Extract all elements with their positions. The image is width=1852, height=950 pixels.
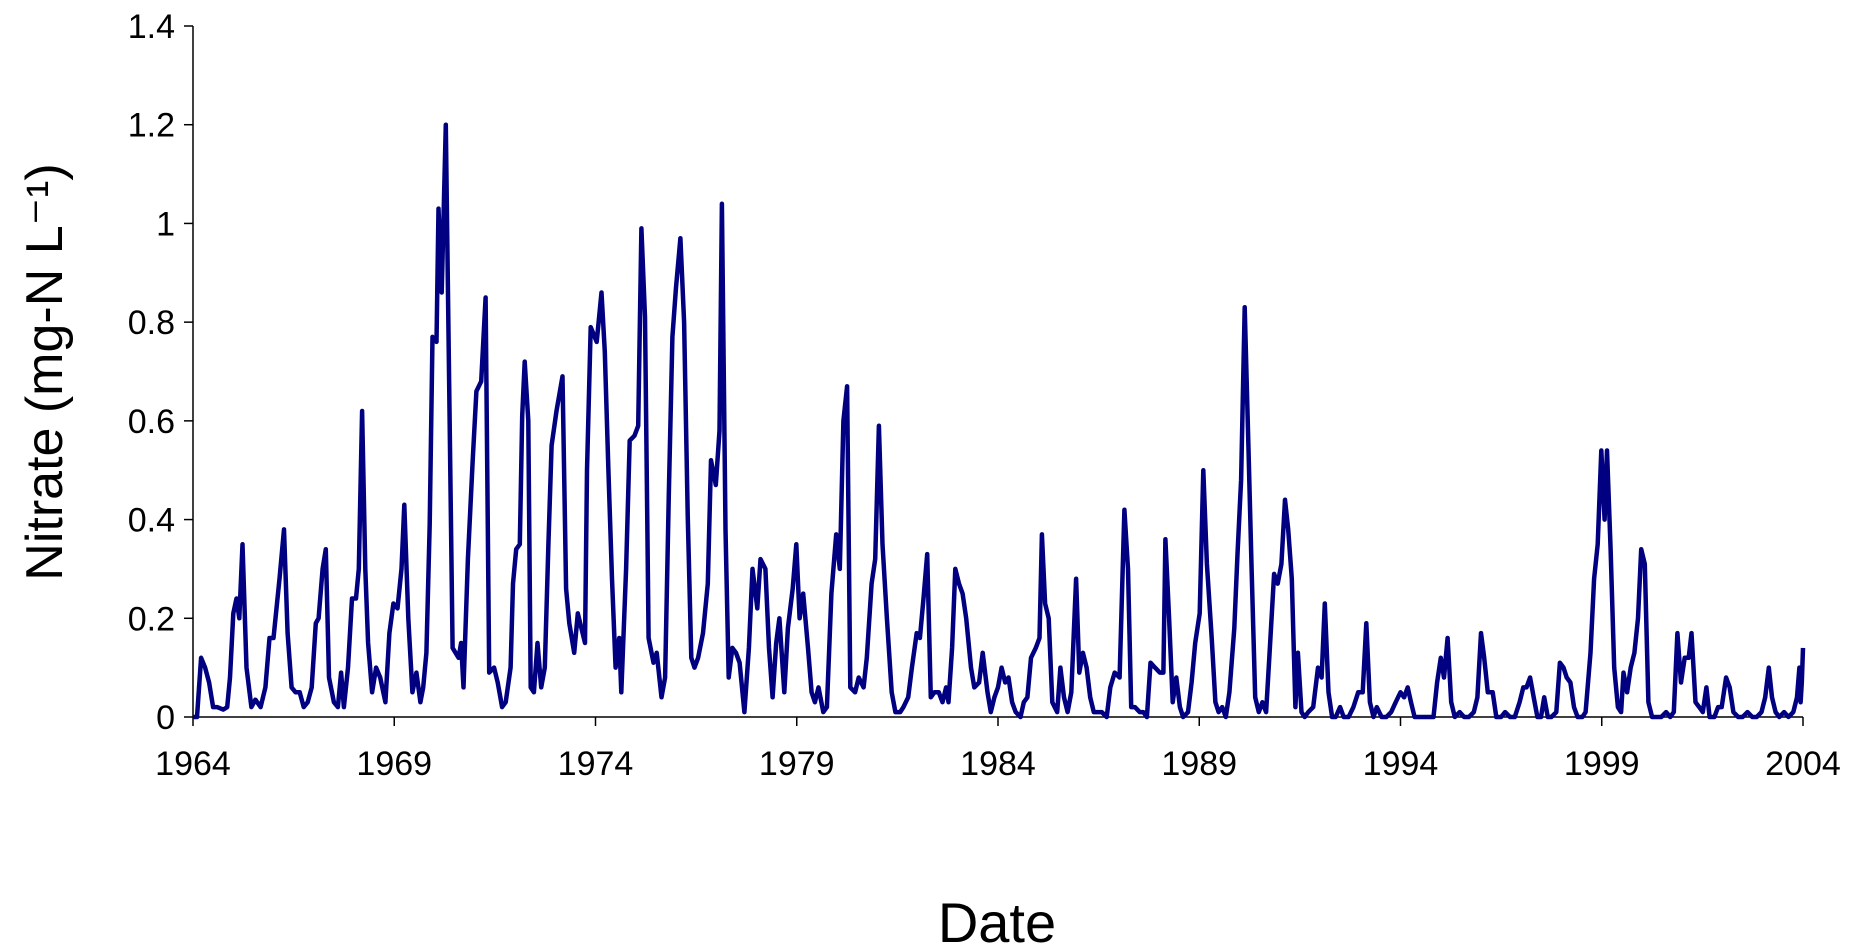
y-tick-label: 0 <box>156 699 175 737</box>
y-tick-label: 0.8 <box>128 304 175 342</box>
x-tick-label: 1964 <box>155 745 231 783</box>
y-tick-label: 0.4 <box>128 502 175 540</box>
y-tick-label: 1.4 <box>128 8 175 46</box>
y-tick-label: 0.2 <box>128 600 175 638</box>
x-axis-title: Date <box>938 891 1056 950</box>
x-tick-label: 1969 <box>356 745 432 783</box>
x-tick-label: 1979 <box>759 745 835 783</box>
y-tick-label: 0.6 <box>128 403 175 441</box>
x-tick-label: 1999 <box>1564 745 1640 783</box>
y-axis-title: Nitrate (mg-N L⁻¹) <box>16 163 74 580</box>
x-tick-label: 2004 <box>1765 745 1841 783</box>
data-line <box>193 122 1806 720</box>
x-tick-label: 1984 <box>960 745 1036 783</box>
x-tick-label: 1989 <box>1161 745 1237 783</box>
x-tick-label: 1994 <box>1363 745 1439 783</box>
y-tick-label: 1 <box>156 205 175 243</box>
x-tick-label: 1974 <box>558 745 634 783</box>
y-tick-label: 1.2 <box>128 107 175 145</box>
